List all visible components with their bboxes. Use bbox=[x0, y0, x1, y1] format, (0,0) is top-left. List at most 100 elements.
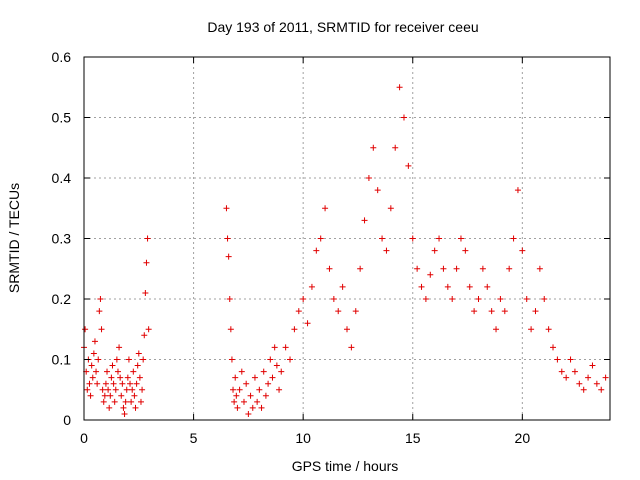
data-point bbox=[510, 235, 517, 242]
data-point bbox=[536, 265, 543, 272]
data-point bbox=[140, 356, 147, 363]
y-tick-label: 0.2 bbox=[52, 291, 72, 307]
x-tick-label: 5 bbox=[190, 430, 198, 446]
data-point bbox=[258, 404, 265, 411]
data-point bbox=[114, 368, 121, 375]
data-point bbox=[501, 308, 508, 315]
data-point bbox=[291, 326, 298, 333]
data-point bbox=[254, 398, 261, 405]
data-point bbox=[519, 247, 526, 254]
data-point bbox=[238, 368, 245, 375]
data-point bbox=[528, 326, 535, 333]
x-tick-label: 15 bbox=[405, 430, 421, 446]
data-point bbox=[117, 374, 124, 381]
data-point bbox=[98, 326, 105, 333]
x-tick-label: 0 bbox=[80, 430, 88, 446]
data-point bbox=[431, 247, 438, 254]
data-point bbox=[251, 374, 258, 381]
data-point bbox=[122, 398, 129, 405]
data-point bbox=[598, 386, 605, 393]
data-point bbox=[453, 265, 460, 272]
data-point bbox=[247, 392, 254, 399]
data-point bbox=[488, 308, 495, 315]
data-point bbox=[317, 235, 324, 242]
data-point bbox=[396, 84, 403, 91]
data-point bbox=[90, 350, 97, 357]
data-point bbox=[142, 289, 149, 296]
data-point bbox=[322, 205, 329, 212]
data-point bbox=[379, 235, 386, 242]
data-point bbox=[97, 296, 104, 302]
data-point bbox=[462, 247, 469, 254]
data-point bbox=[326, 265, 333, 272]
data-point bbox=[120, 404, 127, 411]
data-point bbox=[136, 374, 143, 381]
data-point bbox=[124, 374, 131, 381]
data-point bbox=[273, 362, 280, 369]
data-point bbox=[89, 374, 96, 381]
y-tick-label: 0 bbox=[63, 412, 71, 428]
data-point bbox=[365, 175, 372, 181]
data-point bbox=[128, 398, 135, 405]
data-point bbox=[96, 308, 103, 315]
data-point bbox=[125, 356, 132, 363]
y-axis-label: SRMTID / TECUs bbox=[6, 183, 22, 293]
data-point bbox=[230, 386, 237, 393]
data-point bbox=[225, 253, 232, 260]
data-point bbox=[121, 410, 128, 417]
data-point bbox=[91, 338, 98, 345]
data-point bbox=[330, 296, 337, 302]
data-point bbox=[93, 368, 100, 375]
data-point bbox=[585, 374, 592, 381]
data-point bbox=[111, 398, 118, 405]
data-point bbox=[405, 162, 412, 169]
data-point bbox=[593, 380, 600, 387]
data-point bbox=[576, 380, 583, 387]
data-point bbox=[541, 296, 548, 302]
data-point bbox=[418, 283, 425, 290]
data-point bbox=[278, 368, 285, 375]
data-point bbox=[287, 356, 294, 363]
data-point bbox=[132, 404, 139, 411]
data-point bbox=[344, 326, 350, 333]
data-point bbox=[484, 283, 491, 290]
data-point bbox=[475, 296, 482, 302]
data-point bbox=[361, 217, 368, 224]
data-point bbox=[271, 344, 278, 351]
data-point bbox=[497, 296, 504, 302]
data-point bbox=[137, 398, 144, 405]
data-point bbox=[436, 235, 443, 242]
data-point bbox=[276, 386, 283, 393]
data-point bbox=[118, 392, 125, 399]
data-point bbox=[400, 114, 407, 121]
data-point bbox=[348, 344, 355, 351]
data-point bbox=[145, 326, 152, 333]
data-point bbox=[479, 265, 486, 272]
data-point bbox=[506, 265, 513, 272]
data-point bbox=[102, 380, 109, 387]
data-point bbox=[471, 308, 478, 315]
plot-frame bbox=[83, 56, 611, 421]
data-point bbox=[357, 265, 364, 272]
data-point bbox=[295, 308, 302, 315]
data-point bbox=[260, 368, 267, 375]
data-point bbox=[409, 235, 416, 242]
data-point bbox=[129, 386, 136, 393]
data-point bbox=[99, 386, 106, 393]
data-point bbox=[571, 368, 578, 375]
data-point bbox=[143, 259, 150, 266]
data-point bbox=[558, 368, 565, 375]
data-point bbox=[82, 326, 89, 333]
x-ticks: 0 5 10 15 20 bbox=[80, 57, 530, 446]
data-point bbox=[313, 247, 320, 254]
data-point bbox=[427, 271, 434, 278]
data-point bbox=[100, 398, 107, 405]
data-point bbox=[304, 320, 311, 327]
data-point bbox=[308, 283, 315, 290]
data-point bbox=[84, 386, 91, 393]
data-point bbox=[86, 380, 93, 387]
data-point bbox=[113, 356, 120, 363]
data-point bbox=[108, 374, 115, 381]
data-point bbox=[127, 380, 134, 387]
data-point bbox=[267, 356, 274, 363]
